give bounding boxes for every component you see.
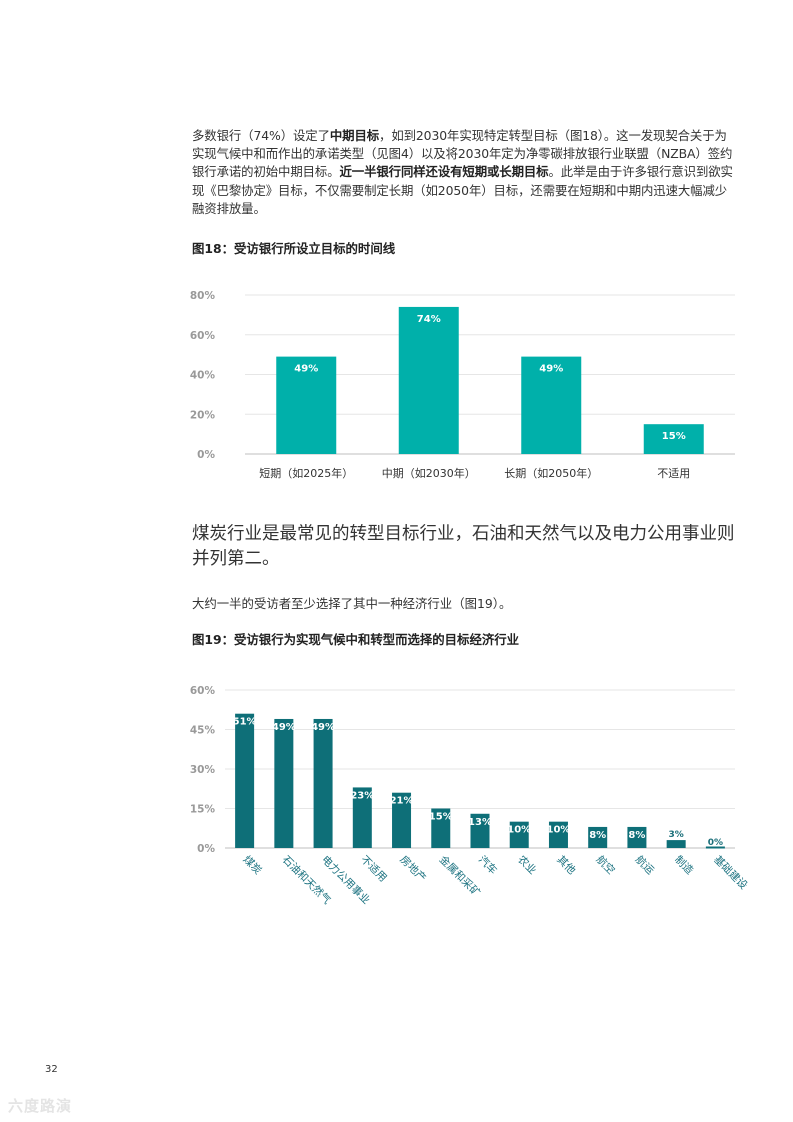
figure-18-title: 图18：受访银行所设立目标的时间线	[192, 241, 396, 256]
y-tick-label: 30%	[190, 764, 216, 776]
y-tick-label: 40%	[190, 370, 216, 382]
figure-18-chart: 0% 20% 40% 60% 80% 49% 短期（如2025年） 74% 中期（如2030年）…	[190, 290, 735, 480]
data-label: 21%	[390, 796, 414, 807]
x-tick-label: 农业	[515, 853, 539, 877]
y-tick-label: 60%	[190, 330, 216, 342]
watermark-logo: 六度路演	[8, 1097, 73, 1115]
x-tick-label: 短期（如2025年）	[259, 466, 353, 480]
bar	[274, 718, 294, 848]
data-label: 8%	[589, 830, 606, 841]
x-tick-label: 其他	[554, 853, 578, 877]
x-tick-label: 航运	[633, 853, 657, 877]
bar	[470, 813, 490, 848]
x-tick-label: 不适用	[657, 467, 690, 480]
data-label: 13%	[468, 817, 492, 828]
data-label: 10%	[546, 825, 570, 836]
y-tick-label: 0%	[197, 843, 215, 855]
x-tick-label: 中期（如2030年）	[382, 466, 476, 480]
y-tick-label: 80%	[190, 290, 216, 302]
intro-text-3: 。此举是由于许多银行意识到欲实现《巴黎协定》目标，不仅需要制定长期（如2050年…	[192, 164, 733, 216]
data-label: 15%	[429, 812, 453, 823]
bar	[352, 787, 372, 848]
bar	[235, 713, 255, 848]
bar	[666, 840, 686, 848]
bar	[509, 821, 529, 848]
y-tick-label: 45%	[190, 725, 216, 737]
y-tick-label: 20%	[190, 409, 216, 421]
x-tick-label: 航空	[594, 853, 618, 877]
bar	[392, 792, 412, 848]
section-headline: 煤炭行业是最常见的转型目标行业，石油和天然气以及电力公用事业则并列第二。	[192, 524, 735, 569]
bar	[521, 356, 582, 454]
y-tick-label: 0%	[197, 449, 215, 461]
data-label: 23%	[350, 790, 374, 801]
x-tick-label: 制造	[672, 853, 696, 877]
data-label: 51%	[233, 717, 257, 728]
data-label: 74%	[417, 314, 441, 325]
bar	[588, 826, 608, 848]
figure-19-title: 图19：受访银行为实现气候中和转型而选择的目标经济行业	[192, 632, 520, 647]
data-label: 49%	[272, 722, 296, 733]
data-label: 3%	[669, 830, 684, 840]
data-label: 49%	[539, 364, 563, 375]
data-label: 10%	[507, 825, 531, 836]
x-tick-label: 金属和采矿	[437, 853, 483, 899]
bar	[398, 306, 459, 454]
intro-text-1: 多数银行（74%）设定了	[192, 128, 330, 143]
x-tick-label: 不适用	[358, 854, 389, 885]
intro-text-2: ，如到2030年实现特定转型目标（图18）。这一发现契合关于为实现气候中和而作出…	[192, 128, 733, 180]
bar	[276, 356, 337, 454]
data-label: 8%	[628, 830, 645, 841]
bar	[643, 424, 704, 454]
data-label: 0%	[708, 838, 723, 848]
intro-paragraph: 多数银行（74%）设定了中期目标，如到2030年实现特定转型目标（图18）。这一…	[192, 127, 737, 218]
data-label: 49%	[311, 722, 335, 733]
bar	[548, 821, 568, 848]
bar	[627, 826, 647, 848]
figure-19-chart: 0%15%30%45%60%51%煤炭49%石油和天然气49%电力公用事业23%…	[190, 685, 751, 907]
y-tick-label: 15%	[190, 804, 216, 816]
bar	[431, 808, 451, 848]
intro-bold-1: 中期目标	[329, 128, 380, 143]
x-tick-label: 煤炭	[240, 853, 264, 877]
page-number: 32	[45, 1064, 58, 1075]
x-tick-label: 基础建设	[711, 853, 750, 892]
bar	[313, 718, 333, 848]
data-label: 49%	[294, 364, 318, 375]
x-tick-label: 长期（如2050年）	[504, 466, 598, 480]
y-tick-label: 60%	[190, 685, 216, 697]
x-tick-label: 汽车	[476, 853, 500, 877]
intro-bold-2: 近一半银行同样还设有短期或长期目标	[339, 164, 549, 180]
x-tick-label: 房地产	[397, 853, 428, 884]
sub-paragraph: 大约一半的受访者至少选择了其中一种经济行业（图19）。	[192, 596, 512, 611]
data-label: 15%	[662, 431, 686, 442]
